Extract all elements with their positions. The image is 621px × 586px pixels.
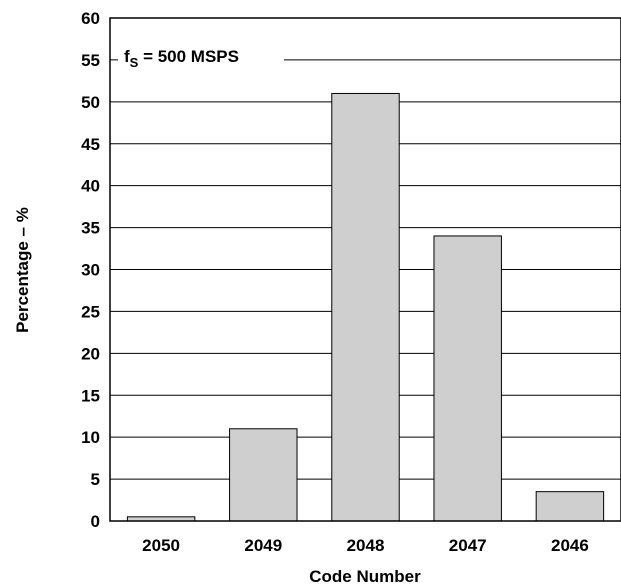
bar-2048 — [331, 92, 400, 522]
x-axis-title: Code Number — [309, 567, 421, 586]
sampling-rate-annotation: fS = 500 MSPS — [124, 47, 239, 70]
plot-area-frame — [109, 17, 621, 522]
x-tick-label-2047: 2047 — [449, 536, 487, 555]
annotation-suffix: = 500 MSPS — [138, 47, 239, 66]
bar-2047 — [433, 235, 502, 522]
bars — [126, 92, 605, 522]
y-axis-ticks: 0 5 10 15 20 25 30 35 40 45 50 55 60 — [81, 9, 100, 531]
y-axis-title: Percentage – % — [13, 207, 32, 333]
y-tick-label: 30 — [81, 261, 100, 280]
x-tick-label-2048: 2048 — [347, 536, 385, 555]
x-tick-label-2049: 2049 — [244, 536, 282, 555]
x-axis-ticks: 2050 2049 2048 2047 2046 — [142, 536, 589, 555]
y-tick-label: 55 — [81, 51, 100, 70]
y-tick-label: 40 — [81, 177, 100, 196]
annotation-background — [118, 44, 284, 76]
y-tick-label: 50 — [81, 93, 100, 112]
x-tick-label-2046: 2046 — [551, 536, 589, 555]
y-tick-label: 60 — [81, 9, 100, 28]
y-tick-label: 20 — [81, 344, 100, 363]
y-tick-label: 10 — [81, 428, 100, 447]
y-tick-label: 5 — [91, 470, 100, 489]
annotation-prefix: f — [124, 47, 130, 66]
y-tick-label: 25 — [81, 302, 100, 321]
y-tick-label: 15 — [81, 386, 100, 405]
x-tick-label-2050: 2050 — [142, 536, 180, 555]
annotation-subscript: S — [130, 55, 139, 70]
y-tick-label: 35 — [81, 219, 100, 238]
bar-2046 — [535, 491, 605, 522]
y-tick-label: 0 — [91, 512, 100, 531]
bar-2049 — [229, 428, 298, 522]
y-tick-label: 45 — [81, 135, 100, 154]
